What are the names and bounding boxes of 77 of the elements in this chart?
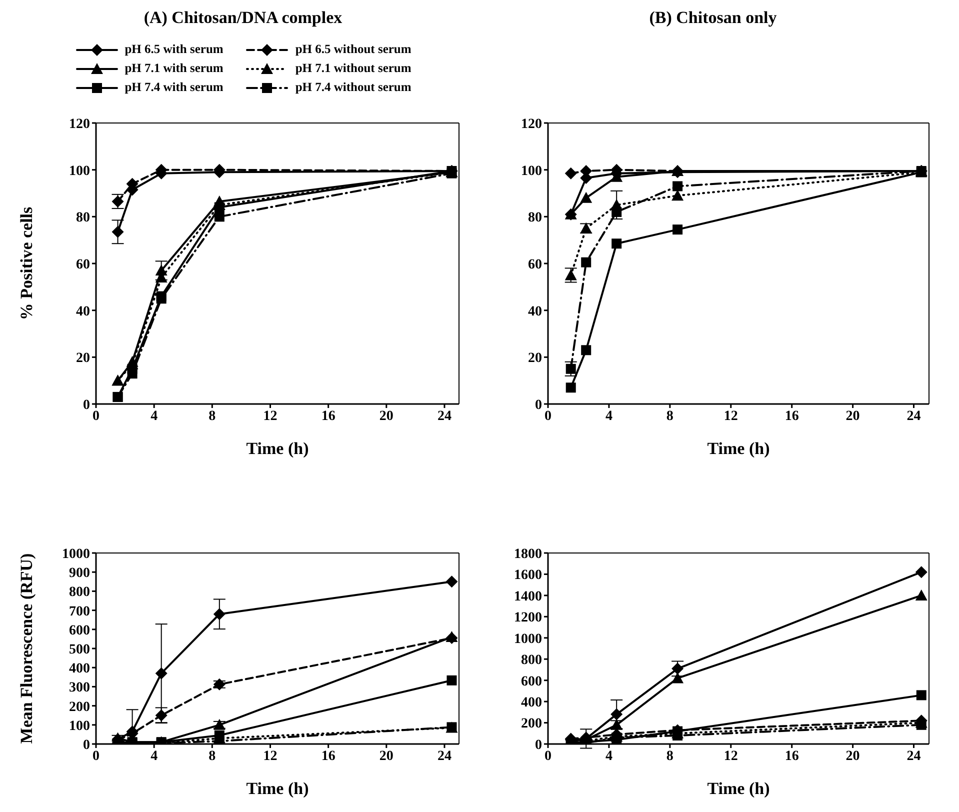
x-tick-label: 0 (92, 408, 100, 424)
x-tick-label: 24 (437, 408, 452, 424)
y-tick-label: 60 (528, 257, 542, 272)
x-tick-label: 8 (666, 408, 674, 424)
x-tick-label: 8 (666, 748, 674, 764)
x-tick-label: 20 (846, 408, 860, 424)
y-tick-label: 80 (528, 210, 542, 226)
legend-label: pH 7.1 without serum (295, 61, 412, 76)
y-tick-label: 1400 (514, 589, 542, 604)
y-tick-label: 120 (521, 116, 542, 132)
chart-title: (B) Chitosan only (648, 8, 778, 29)
x-tick-label: 8 (208, 748, 216, 764)
x-tick-label: 4 (605, 748, 612, 764)
y-tick-label: 0 (83, 738, 90, 753)
legend-label: pH 7.4 without serum (295, 80, 412, 95)
y-tick-label: 1000 (62, 546, 90, 562)
x-tick-label: 12 (724, 748, 738, 764)
y-tick-label: 100 (69, 718, 90, 734)
y-tick-label: 80 (76, 210, 90, 226)
x-tick-label: 12 (263, 748, 278, 764)
y-tick-label: 900 (69, 566, 90, 582)
x-tick-label: 0 (544, 408, 552, 424)
y-tick-label: 100 (69, 164, 90, 179)
legend-label: pH 7.1 with serum (124, 61, 224, 76)
y-tick-label: 300 (69, 680, 90, 696)
y-tick-label: 1000 (514, 632, 542, 647)
y-tick-label: 800 (521, 653, 542, 668)
x-tick-label: 16 (321, 748, 336, 764)
x-tick-label: 24 (437, 748, 452, 764)
chart-title: (A) Chitosan/DNA complex (142, 8, 344, 29)
y-tick-label: 600 (521, 674, 542, 690)
y-axis-title: % Positive cells (17, 206, 36, 320)
x-tick-label: 12 (263, 408, 278, 424)
x-tick-label: 4 (605, 408, 612, 424)
y-tick-label: 0 (535, 398, 542, 413)
y-tick-label: 400 (69, 662, 90, 677)
y-tick-label: 1800 (514, 546, 542, 562)
y-tick-label: 600 (69, 623, 90, 638)
x-tick-label: 0 (544, 748, 552, 764)
y-tick-label: 400 (521, 696, 542, 711)
y-tick-label: 20 (528, 351, 542, 366)
x-tick-label: 8 (208, 408, 216, 424)
y-tick-label: 200 (521, 716, 542, 732)
y-tick-label: 500 (69, 642, 90, 658)
x-axis-title: Time (h) (707, 779, 770, 798)
y-tick-label: 40 (76, 304, 90, 320)
x-axis-title: Time (h) (246, 439, 309, 458)
y-tick-label: 100 (521, 164, 542, 179)
x-tick-label: 20 (846, 748, 860, 764)
x-tick-label: 16 (321, 408, 336, 424)
x-tick-label: 24 (906, 408, 921, 424)
x-tick-label: 16 (784, 748, 799, 764)
y-tick-label: 200 (69, 700, 90, 715)
y-tick-label: 40 (528, 304, 542, 320)
y-tick-label: 60 (76, 257, 90, 272)
y-tick-label: 1600 (514, 568, 542, 584)
legend-label: pH 7.4 with serum (124, 80, 224, 95)
x-tick-label: 20 (379, 748, 394, 764)
x-axis-title: Time (h) (246, 779, 309, 798)
x-tick-label: 12 (724, 408, 738, 424)
x-tick-label: 20 (379, 408, 394, 424)
x-tick-label: 24 (906, 748, 921, 764)
x-tick-label: 4 (150, 748, 158, 764)
y-tick-label: 0 (535, 738, 542, 753)
legend-label: pH 6.5 without serum (295, 42, 412, 57)
y-axis-title: Mean Fluorescence (RFU) (17, 553, 36, 744)
x-tick-label: 0 (92, 748, 100, 764)
y-tick-label: 800 (69, 585, 90, 600)
y-tick-label: 1200 (514, 610, 542, 626)
y-tick-label: 120 (69, 116, 90, 132)
legend-label: pH 6.5 with serum (124, 42, 224, 57)
x-axis-title: Time (h) (707, 439, 770, 458)
x-tick-label: 4 (150, 408, 158, 424)
y-tick-label: 0 (83, 398, 90, 413)
x-tick-label: 16 (784, 408, 799, 424)
y-tick-label: 20 (76, 351, 90, 366)
y-tick-label: 700 (69, 604, 90, 620)
